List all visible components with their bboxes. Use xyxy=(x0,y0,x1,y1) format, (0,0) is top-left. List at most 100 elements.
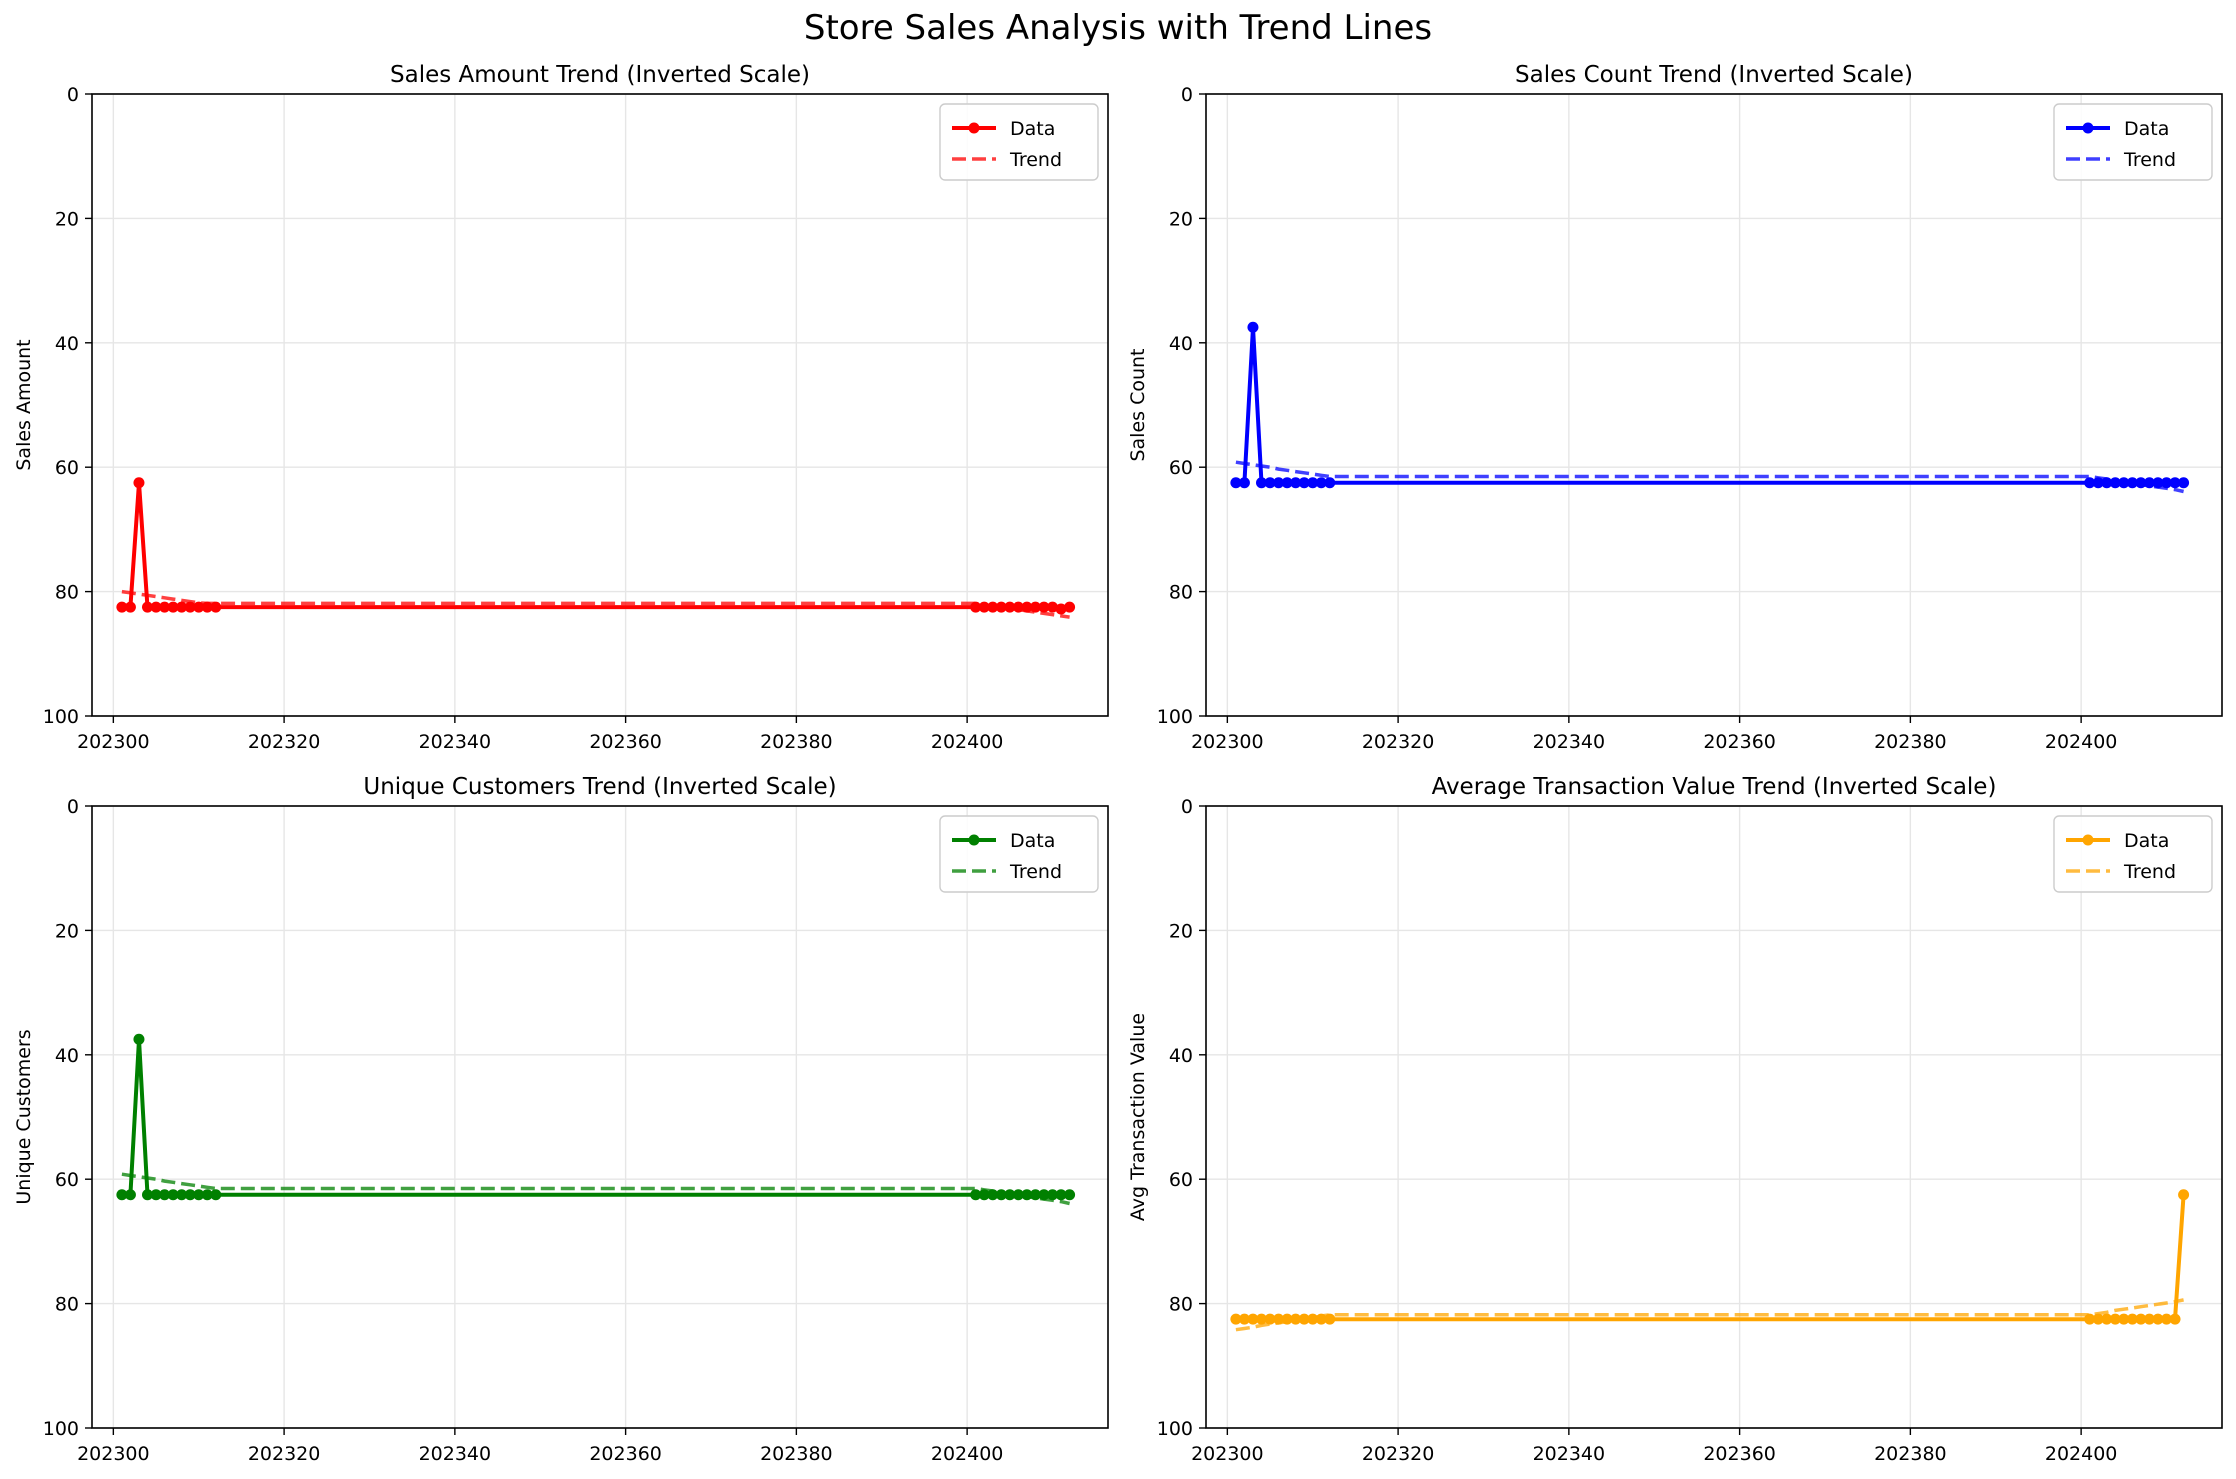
data-point xyxy=(141,1189,153,1201)
legend-data-marker xyxy=(2082,834,2094,846)
x-tick-label: 202320 xyxy=(248,1443,321,1465)
data-point xyxy=(1230,1313,1242,1325)
x-tick-label: 202340 xyxy=(419,1443,492,1465)
data-point xyxy=(978,601,990,613)
data-point xyxy=(2152,1313,2164,1325)
data-point xyxy=(210,601,222,613)
data-point xyxy=(2084,1313,2096,1325)
data-point xyxy=(970,1189,982,1201)
plot-frame xyxy=(1205,805,2223,1429)
data-point xyxy=(1038,601,1050,613)
data-point xyxy=(987,1189,999,1201)
data-point xyxy=(176,1189,188,1201)
x-tick-label: 202360 xyxy=(1703,731,1776,753)
legend-data-label: Data xyxy=(2124,830,2169,852)
y-tick-label: 60 xyxy=(1169,457,1193,479)
y-axis-label: Sales Amount xyxy=(13,339,35,470)
y-tick-label: 20 xyxy=(55,208,79,230)
data-point xyxy=(1273,1313,1285,1325)
chart-title: Sales Amount Trend (Inverted Scale) xyxy=(390,62,810,88)
x-tick-label: 202300 xyxy=(77,1443,150,1465)
data-point xyxy=(1307,1313,1319,1325)
data-point xyxy=(1004,1189,1016,1201)
data-point xyxy=(167,1189,179,1201)
data-point xyxy=(1324,477,1336,489)
data-point xyxy=(116,601,128,613)
data-point xyxy=(1281,477,1293,489)
data-point xyxy=(150,1189,162,1201)
data-point xyxy=(184,1189,196,1201)
data-point xyxy=(167,601,179,613)
data-point xyxy=(2169,477,2181,489)
data-point xyxy=(1247,321,1259,333)
trend-line xyxy=(121,589,1070,619)
data-point xyxy=(1004,601,1016,613)
data-point xyxy=(978,1189,990,1201)
data-point xyxy=(1315,477,1327,489)
data-point xyxy=(1298,477,1310,489)
data-point xyxy=(1021,601,1033,613)
x-tick-label: 202300 xyxy=(1191,1443,1264,1465)
x-tick-label: 202400 xyxy=(931,1443,1004,1465)
data-line xyxy=(1235,327,2184,485)
data-point xyxy=(201,601,213,613)
x-tick-label: 202300 xyxy=(77,731,150,753)
y-tick-label: 0 xyxy=(1181,796,1193,818)
y-tick-label: 0 xyxy=(67,84,79,106)
data-point xyxy=(1038,1189,1050,1201)
y-tick-label: 80 xyxy=(55,582,79,604)
data-point xyxy=(1281,1313,1293,1325)
data-point xyxy=(995,601,1007,613)
y-tick-label: 60 xyxy=(55,1169,79,1191)
data-point xyxy=(176,601,188,613)
data-line xyxy=(1235,1194,2186,1322)
legend-box xyxy=(939,103,1099,181)
y-tick-label: 40 xyxy=(55,1045,79,1067)
data-point xyxy=(159,601,171,613)
data-point xyxy=(1273,477,1285,489)
legend-data-marker xyxy=(968,122,980,134)
y-tick-label: 40 xyxy=(1169,333,1193,355)
legend-data-label: Data xyxy=(2124,118,2169,140)
data-point xyxy=(2152,477,2164,489)
data-point xyxy=(987,601,999,613)
plot-frame xyxy=(91,805,1109,1429)
data-point xyxy=(1264,1313,1276,1325)
x-tick-label: 202340 xyxy=(1533,731,1606,753)
y-axis-label: Sales Count xyxy=(1127,348,1149,461)
y-tick-label: 80 xyxy=(1169,582,1193,604)
data-point xyxy=(1064,1189,1076,1201)
legend-box xyxy=(2053,815,2213,893)
x-tick-label: 202320 xyxy=(248,731,321,753)
legend-trend-label: Trend xyxy=(2123,861,2176,883)
data-point xyxy=(210,1189,222,1201)
data-point xyxy=(1055,1189,1067,1201)
data-point xyxy=(1064,601,1076,613)
data-point xyxy=(2161,477,2173,489)
chart-title: Average Transaction Value Trend (Inverte… xyxy=(1432,774,1997,800)
x-tick-label: 202360 xyxy=(1703,1443,1776,1465)
legend-data-marker xyxy=(968,834,980,846)
data-point xyxy=(1238,477,1250,489)
data-point xyxy=(193,601,205,613)
data-point xyxy=(133,477,145,489)
x-tick-label: 202380 xyxy=(760,731,833,753)
x-tick-label: 202380 xyxy=(1874,731,1947,753)
data-point xyxy=(124,601,136,613)
data-point xyxy=(1047,1189,1059,1201)
x-tick-label: 202320 xyxy=(1362,731,1435,753)
data-point xyxy=(1012,1189,1024,1201)
y-tick-label: 100 xyxy=(1157,1418,1193,1440)
data-point xyxy=(2135,1313,2147,1325)
data-point xyxy=(2101,1313,2113,1325)
data-point xyxy=(1029,1189,1041,1201)
data-point xyxy=(116,1189,128,1201)
y-tick-label: 80 xyxy=(55,1294,79,1316)
data-point xyxy=(184,601,196,613)
x-tick-label: 202380 xyxy=(1874,1443,1947,1465)
data-point xyxy=(2161,1313,2173,1325)
data-point xyxy=(1255,477,1267,489)
y-tick-label: 20 xyxy=(1169,920,1193,942)
